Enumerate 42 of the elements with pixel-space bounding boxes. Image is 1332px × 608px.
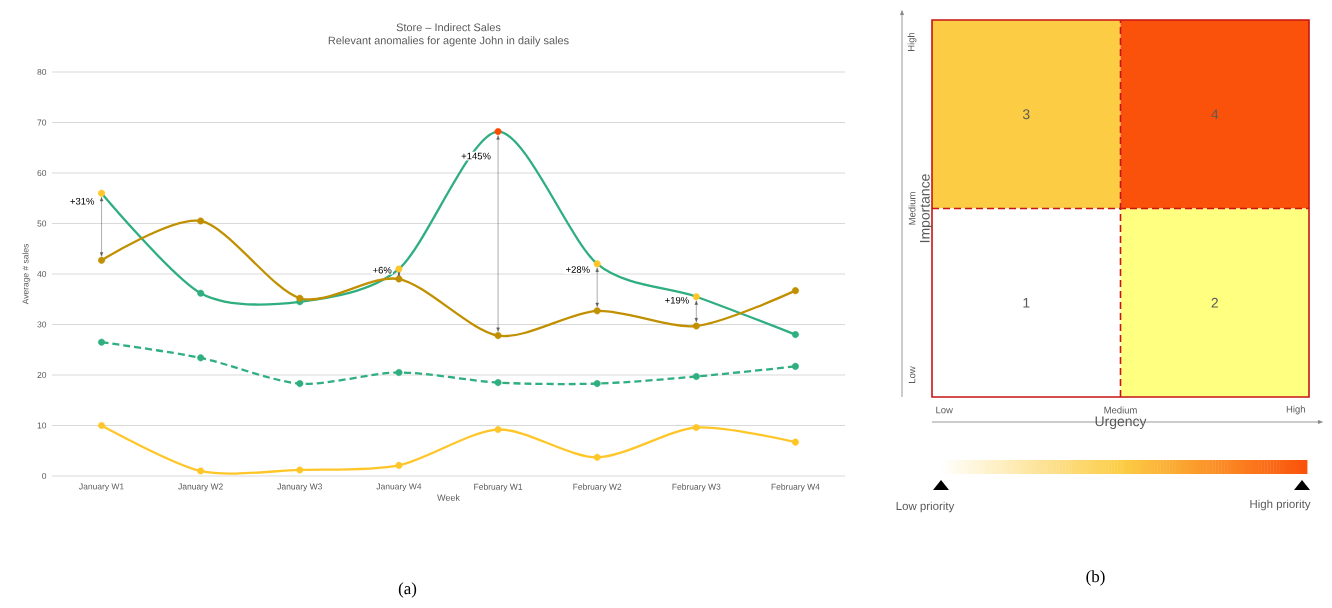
category-label: Low: [908, 366, 916, 383]
text: Urgency: [1095, 416, 1147, 430]
x-tick-label: February W1: [474, 483, 523, 492]
annotation: +19%: [665, 296, 689, 304]
text: (a): [398, 582, 417, 598]
chart-title: Store – Indirect Sales: [396, 23, 501, 32]
y-tick-label: 30: [37, 321, 47, 328]
y-tick-label: 70: [37, 119, 47, 126]
x-tick-label: January W2: [178, 483, 223, 492]
x-tick-label: January W1: [79, 483, 124, 492]
x-tick-label: February W4: [771, 483, 820, 492]
x-axis-title: Week: [437, 494, 460, 501]
text: 3: [1022, 109, 1030, 120]
y-axis-title: Average # sales: [22, 244, 31, 305]
annotation: +28%: [566, 266, 590, 273]
x-tick-label: January W3: [277, 483, 323, 492]
y-tick-label: 10: [37, 422, 47, 429]
text: 2: [1211, 297, 1218, 308]
annotation: +145%: [461, 152, 491, 160]
y-tick-label: 0: [42, 473, 47, 479]
category-label: Medium: [908, 192, 916, 225]
y-tick-label: 50: [37, 220, 47, 227]
text: 1: [1023, 297, 1030, 308]
y-tick-label: 60: [37, 170, 47, 176]
text: (b): [1086, 570, 1105, 586]
chart-subtitle: Relevant anomalies for agente John in daily sales: [328, 36, 569, 47]
text: 4: [1211, 109, 1219, 120]
x-tick-label: January W4: [376, 483, 422, 492]
annotation: +31%: [70, 197, 95, 205]
y-tick-label: 80: [37, 69, 47, 75]
category-label: High: [907, 32, 917, 51]
x-tick-label: February W2: [573, 483, 622, 492]
annotation: +6%: [373, 266, 392, 274]
text: Importance: [920, 174, 933, 243]
x-tick-label: February W3: [672, 483, 721, 492]
y-tick-label: 20: [37, 372, 47, 378]
category-label: High: [1286, 405, 1305, 415]
category-label: Medium: [1104, 406, 1137, 414]
text: Low priority: [896, 501, 955, 513]
text: High priority: [1250, 499, 1311, 511]
category-label: Low: [936, 406, 953, 414]
y-tick-label: 40: [37, 271, 47, 277]
